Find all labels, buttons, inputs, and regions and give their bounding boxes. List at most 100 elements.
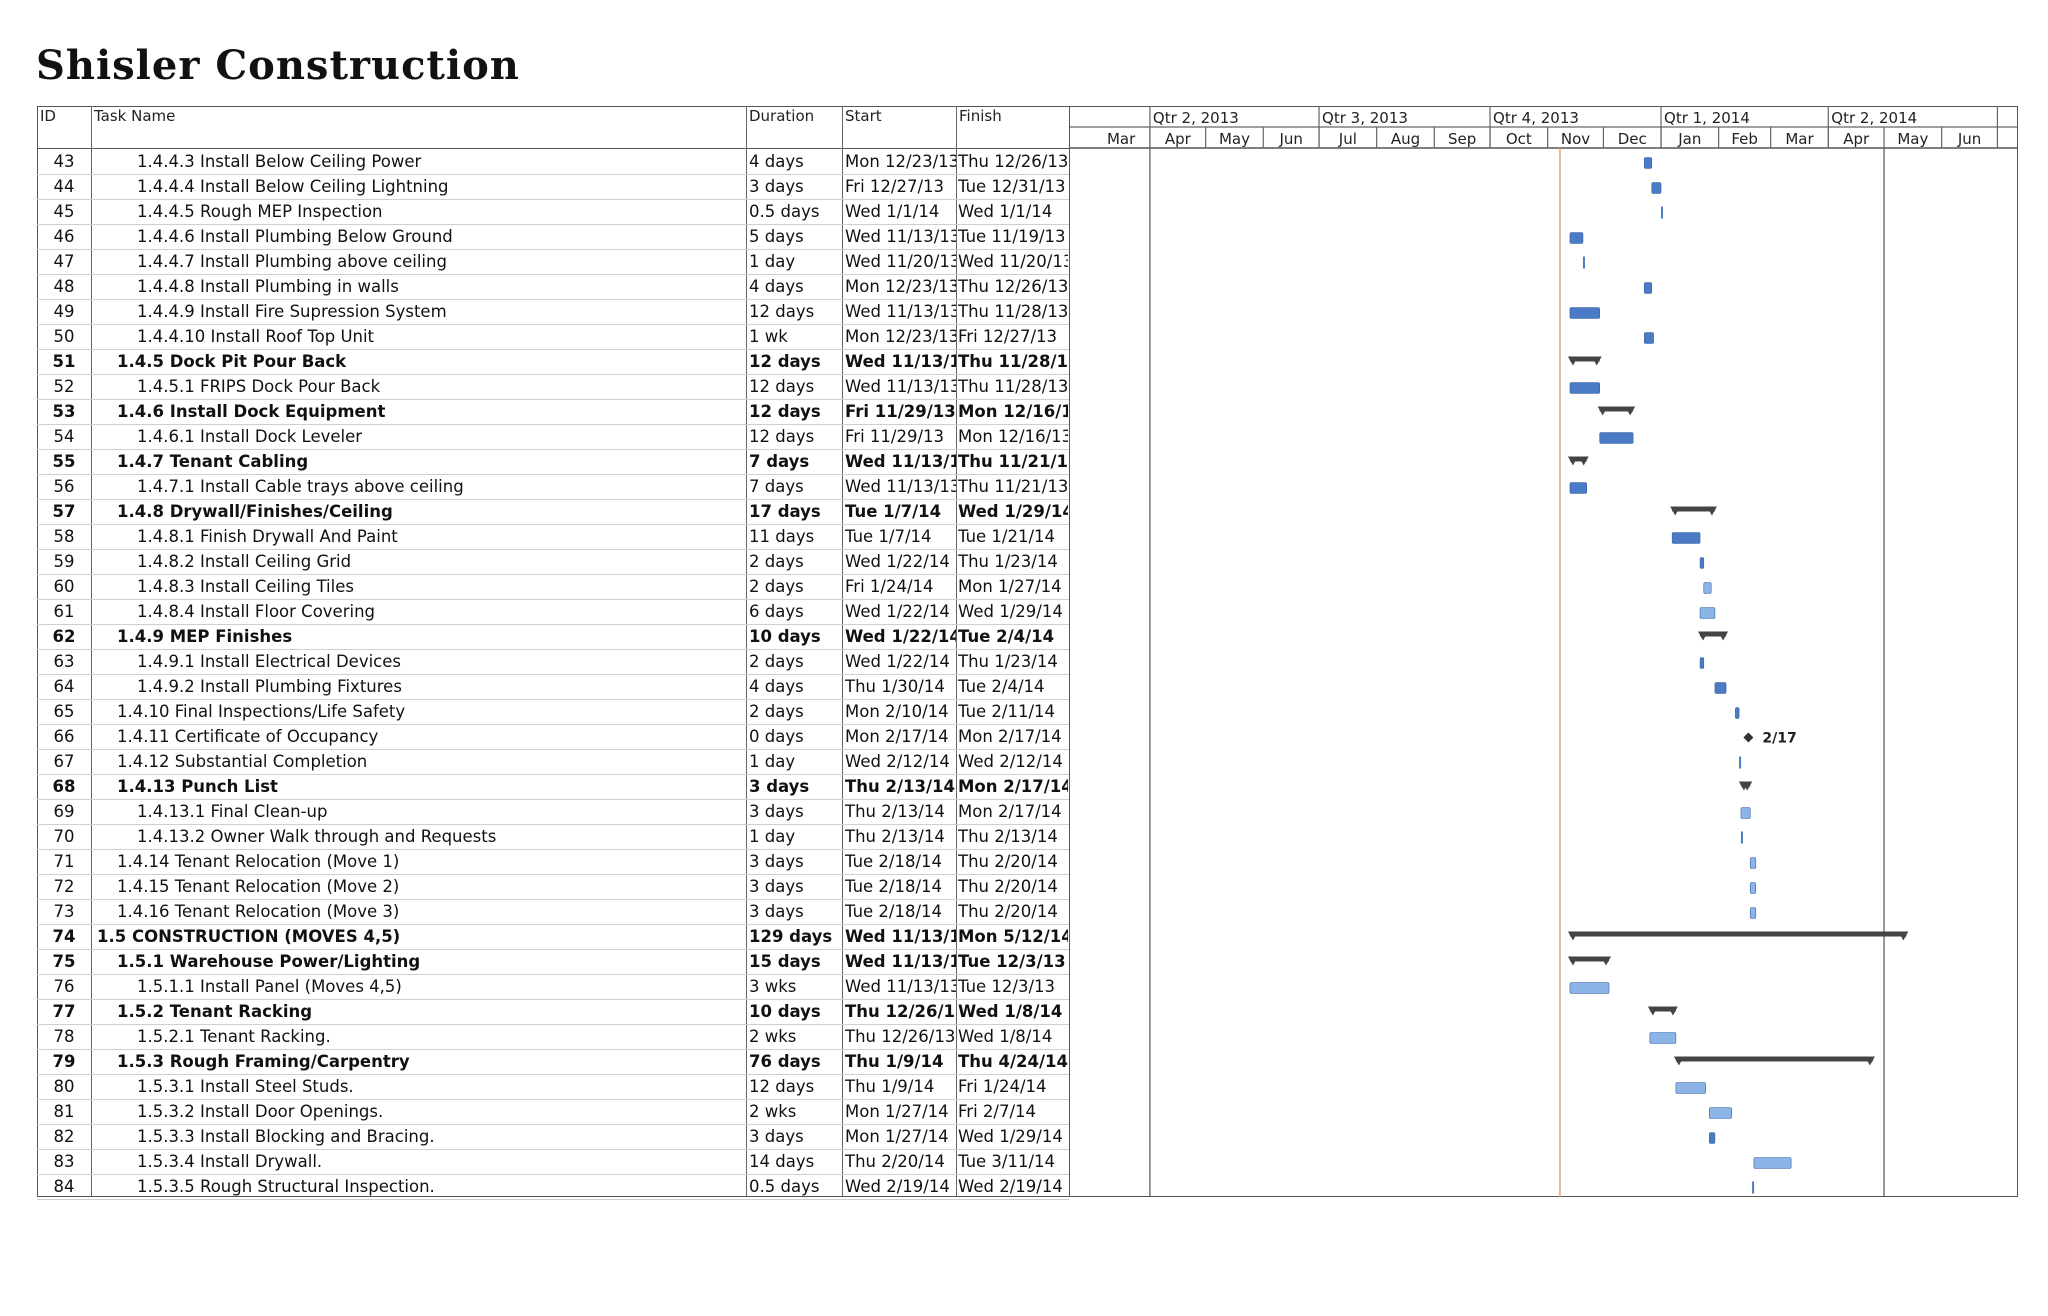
summary-bar-end-cap bbox=[1742, 781, 1753, 791]
task-name: 1.4.8.1 Finish Drywall And Paint bbox=[137, 527, 398, 546]
column-header-finish[interactable]: Finish bbox=[959, 107, 1002, 125]
task-row[interactable]: 81 1.5.3.2 Install Door Openings. 2 wks Mon… bbox=[37, 1100, 1069, 1125]
task-row[interactable]: 64 1.4.9.2 Install Plumbing Fixtures 4 day… bbox=[37, 675, 1069, 700]
task-bar bbox=[1740, 831, 1743, 844]
task-row[interactable]: 69 1.4.13.1 Final Clean-up 3 days Thu 2/13/… bbox=[37, 800, 1069, 825]
task-row[interactable]: 74 1.5 CONSTRUCTION (MOVES 4,5) 129 days We… bbox=[37, 925, 1069, 950]
task-row[interactable]: 70 1.4.13.2 Owner Walk through and Reques… bbox=[37, 825, 1069, 850]
task-row[interactable]: 43 1.4.4.3 Install Below Ceiling Power 4 d… bbox=[37, 150, 1069, 175]
task-row[interactable]: 84 1.5.3.5 Rough Structural Inspection. 0.… bbox=[37, 1175, 1069, 1200]
task-bar bbox=[1569, 307, 1600, 319]
task-id: 52 bbox=[53, 377, 75, 396]
task-row[interactable]: 73 1.4.16 Tenant Relocation (Move 3) 3 day… bbox=[37, 900, 1069, 925]
task-start: Mon 12/23/13 bbox=[845, 152, 956, 171]
task-row[interactable]: 62 1.4.9 MEP Finishes 10 days Wed 1/22/14 Tu… bbox=[37, 625, 1069, 650]
task-name: 1.4.4.8 Install Plumbing in walls bbox=[137, 277, 399, 296]
task-row[interactable]: 82 1.5.3.3 Install Blocking and Bracing. 3… bbox=[37, 1125, 1069, 1150]
task-row[interactable]: 80 1.5.3.1 Install Steel Studs. 12 days Thu… bbox=[37, 1075, 1069, 1100]
task-row[interactable]: 77 1.5.2 Tenant Racking 10 days Thu 12/26/1… bbox=[37, 1000, 1069, 1025]
task-duration: 3 days bbox=[749, 177, 804, 196]
task-row[interactable]: 65 1.4.10 Final Inspections/Life Safety 2 … bbox=[37, 700, 1069, 725]
task-finish: Mon 12/16/13 bbox=[958, 402, 1068, 421]
task-row[interactable]: 54 1.4.6.1 Install Dock Leveler 12 days Fri… bbox=[37, 425, 1069, 450]
task-start: Wed 11/13/13 bbox=[845, 977, 956, 996]
task-id: 65 bbox=[53, 702, 75, 721]
task-start: Thu 2/13/14 bbox=[845, 827, 945, 846]
task-row[interactable]: 60 1.4.8.3 Install Ceiling Tiles 2 days Fri… bbox=[37, 575, 1069, 600]
task-row[interactable]: 46 1.4.4.6 Install Plumbing Below Ground 5… bbox=[37, 225, 1069, 250]
task-row[interactable]: 50 1.4.4.10 Install Roof Top Unit 1 wk Mon … bbox=[37, 325, 1069, 350]
task-start: Thu 1/30/14 bbox=[845, 677, 945, 696]
task-id: 80 bbox=[53, 1077, 75, 1096]
task-row[interactable]: 67 1.4.12 Substantial Completion 1 day Wed … bbox=[37, 750, 1069, 775]
gantt-chart: Qtr 2, 2013 Qtr 3, 2013 Qtr 4, 2013 Qtr 1, … bbox=[1070, 106, 2018, 1197]
task-id: 77 bbox=[52, 1002, 76, 1021]
task-row[interactable]: 66 1.4.11 Certificate of Occupancy 0 days M… bbox=[37, 725, 1069, 750]
task-id: 70 bbox=[53, 827, 75, 846]
task-duration: 17 days bbox=[749, 502, 821, 521]
summary-bar bbox=[1569, 456, 1587, 462]
task-duration: 0.5 days bbox=[749, 202, 820, 221]
task-name: 1.4.6 Install Dock Equipment bbox=[117, 402, 386, 421]
column-header-task-name[interactable]: Task Name bbox=[94, 107, 176, 125]
task-table: 43 1.4.4.3 Install Below Ceiling Power 4 d… bbox=[37, 150, 1069, 1200]
task-row[interactable]: 53 1.4.6 Install Dock Equipment 12 days Fri… bbox=[37, 400, 1069, 425]
task-row[interactable]: 51 1.4.5 Dock Pit Pour Back 12 days Wed 11/… bbox=[37, 350, 1069, 375]
summary-bar-end-cap bbox=[1600, 956, 1611, 966]
task-row[interactable]: 59 1.4.8.2 Install Ceiling Grid 2 days Wed … bbox=[37, 550, 1069, 575]
gantt-view-frame bbox=[37, 106, 2018, 1197]
task-row[interactable]: 75 1.5.1 Warehouse Power/Lighting 15 days W… bbox=[37, 950, 1069, 975]
task-duration: 2 days bbox=[749, 552, 804, 571]
task-name: 1.4.8 Drywall/Finishes/Ceiling bbox=[117, 502, 393, 521]
column-header-id[interactable]: ID bbox=[40, 107, 56, 125]
task-bar bbox=[1699, 607, 1716, 619]
task-bar bbox=[1709, 1107, 1732, 1119]
task-finish: Fri 1/24/14 bbox=[958, 1077, 1047, 1096]
task-id: 50 bbox=[53, 327, 75, 346]
task-row[interactable]: 78 1.5.2.1 Tenant Racking. 2 wks Thu 12/26/… bbox=[37, 1025, 1069, 1050]
task-duration: 10 days bbox=[749, 627, 821, 646]
task-id: 57 bbox=[52, 502, 76, 521]
task-row[interactable]: 61 1.4.8.4 Install Floor Covering 6 days We… bbox=[37, 600, 1069, 625]
task-row[interactable]: 57 1.4.8 Drywall/Finishes/Ceiling 17 days T… bbox=[37, 500, 1069, 525]
task-row[interactable]: 83 1.5.3.4 Install Drywall. 14 days Thu 2/2… bbox=[37, 1150, 1069, 1175]
task-finish: Thu 11/21/13 bbox=[958, 477, 1068, 496]
task-row[interactable]: 47 1.4.4.7 Install Plumbing above ceiling… bbox=[37, 250, 1069, 275]
task-finish: Mon 2/17/14 bbox=[958, 727, 1062, 746]
task-id: 63 bbox=[53, 652, 75, 671]
task-finish: Fri 12/27/13 bbox=[958, 327, 1058, 346]
task-bar bbox=[1753, 1157, 1792, 1169]
task-row[interactable]: 55 1.4.7 Tenant Cabling 7 days Wed 11/13/13… bbox=[37, 450, 1069, 475]
table-chart-divider[interactable] bbox=[1069, 106, 1070, 1197]
task-bar bbox=[1651, 182, 1662, 194]
month-label: Apr bbox=[1843, 130, 1870, 148]
column-header-duration[interactable]: Duration bbox=[749, 107, 815, 125]
quarter-label: Qtr 3, 2013 bbox=[1322, 109, 1408, 127]
task-row[interactable]: 45 1.4.4.5 Rough MEP Inspection 0.5 days We… bbox=[37, 200, 1069, 225]
task-row[interactable]: 58 1.4.8.1 Finish Drywall And Paint 11 day… bbox=[37, 525, 1069, 550]
task-row[interactable]: 68 1.4.13 Punch List 3 days Thu 2/13/14 Mon … bbox=[37, 775, 1069, 800]
column-header-start[interactable]: Start bbox=[845, 107, 882, 125]
task-start: Mon 2/17/14 bbox=[845, 727, 949, 746]
task-row[interactable]: 44 1.4.4.4 Install Below Ceiling Lightnin… bbox=[37, 175, 1069, 200]
task-bar bbox=[1649, 1032, 1677, 1044]
task-row[interactable]: 72 1.4.15 Tenant Relocation (Move 2) 3 day… bbox=[37, 875, 1069, 900]
task-duration: 2 days bbox=[749, 577, 804, 596]
task-id: 58 bbox=[53, 527, 75, 546]
task-name: 1.5.3 Rough Framing/Carpentry bbox=[117, 1052, 410, 1071]
task-id: 48 bbox=[53, 277, 75, 296]
task-row[interactable]: 49 1.4.4.9 Install Fire Supression System… bbox=[37, 300, 1069, 325]
task-row[interactable]: 76 1.5.1.1 Install Panel (Moves 4,5) 3 wks… bbox=[37, 975, 1069, 1000]
task-row[interactable]: 48 1.4.4.8 Install Plumbing in walls 4 day… bbox=[37, 275, 1069, 300]
task-id: 45 bbox=[53, 202, 75, 221]
task-id: 64 bbox=[53, 677, 75, 696]
month-label: Jul bbox=[1338, 130, 1357, 148]
task-duration: 10 days bbox=[749, 1002, 821, 1021]
task-row[interactable]: 52 1.4.5.1 FRIPS Dock Pour Back 12 days Wed… bbox=[37, 375, 1069, 400]
task-id: 68 bbox=[52, 777, 76, 796]
task-row[interactable]: 56 1.4.7.1 Install Cable trays above ceil… bbox=[37, 475, 1069, 500]
task-row[interactable]: 63 1.4.9.1 Install Electrical Devices 2 da… bbox=[37, 650, 1069, 675]
task-row[interactable]: 79 1.5.3 Rough Framing/Carpentry 76 days Th… bbox=[37, 1050, 1069, 1075]
task-row[interactable]: 71 1.4.14 Tenant Relocation (Move 1) 3 day… bbox=[37, 850, 1069, 875]
task-id: 75 bbox=[52, 952, 76, 971]
